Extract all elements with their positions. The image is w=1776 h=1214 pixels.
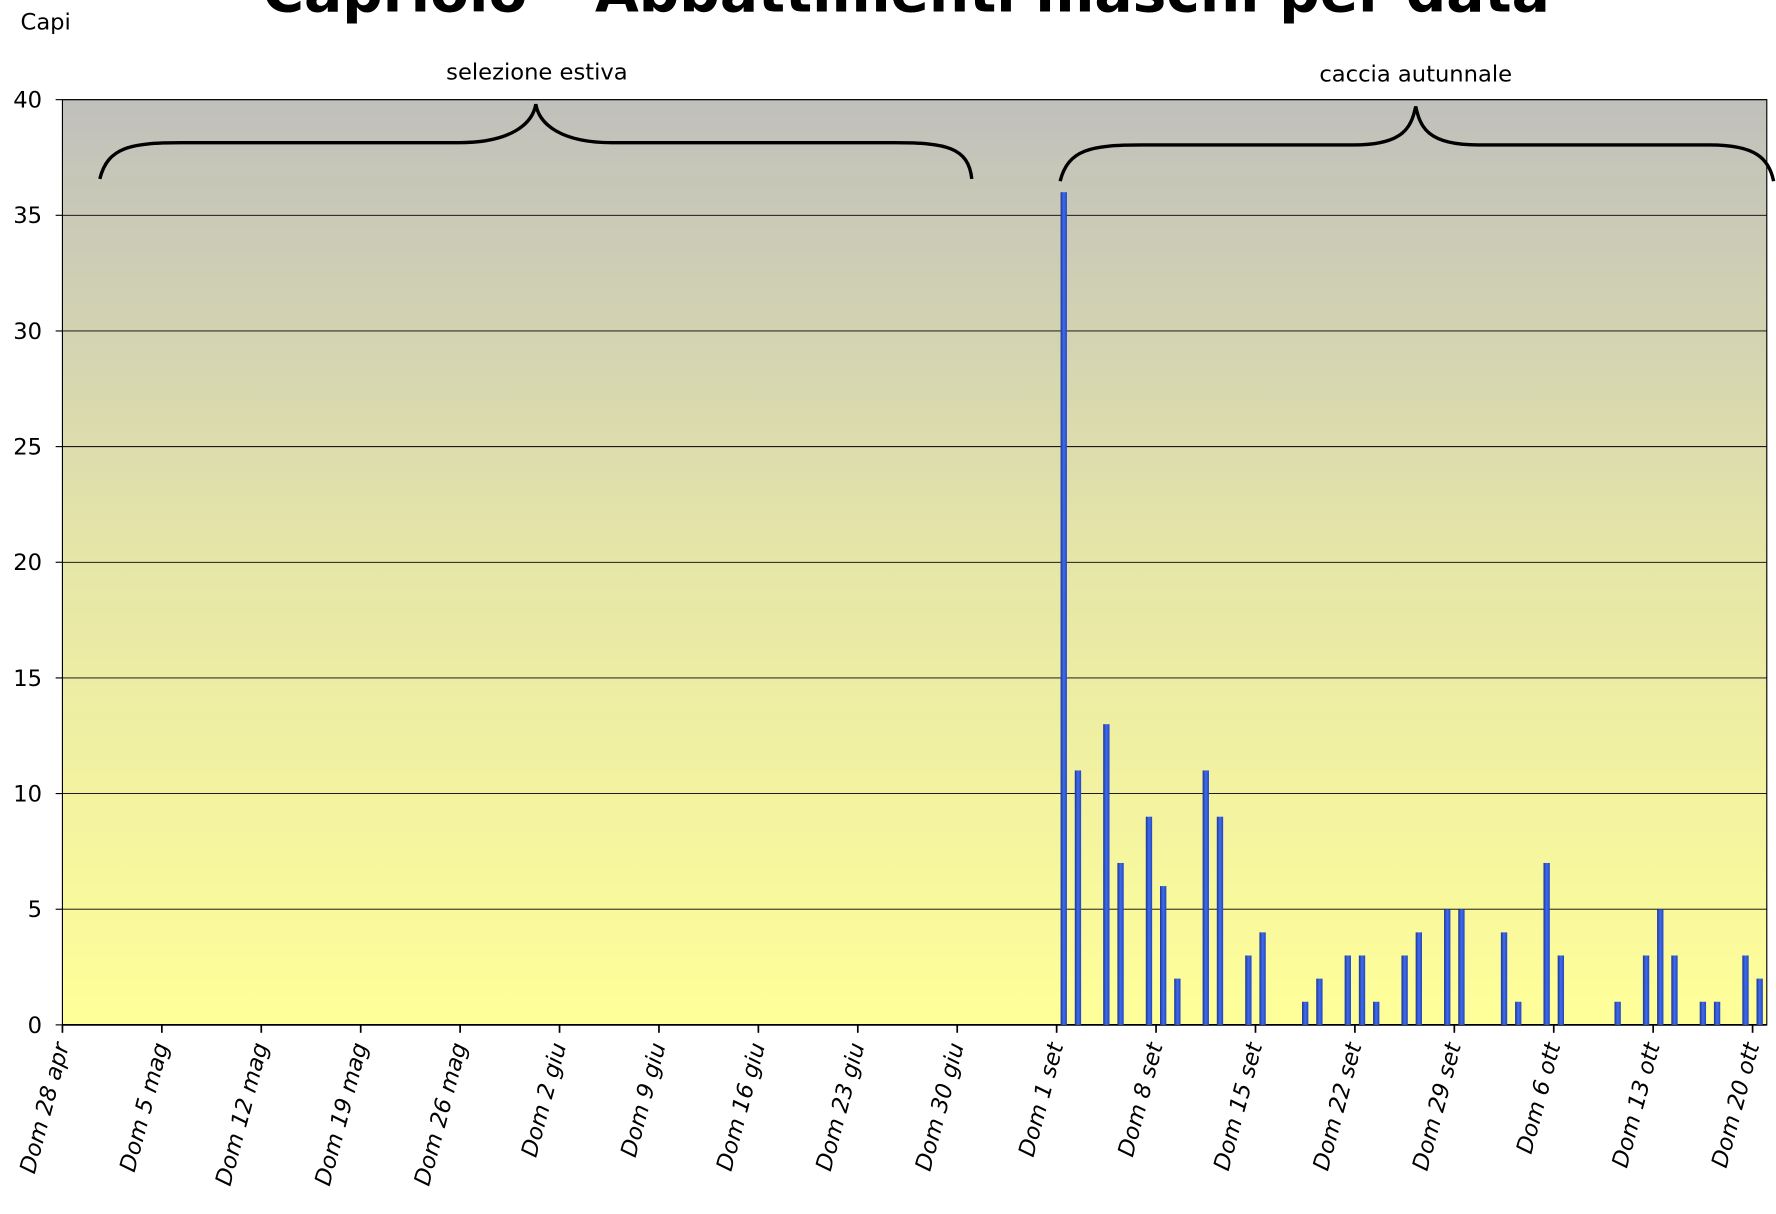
annotation: selezione estiva <box>446 59 628 85</box>
bar <box>1415 932 1422 1025</box>
bar <box>1699 1001 1707 1025</box>
x-tick-label: Dom 26 mag <box>410 1040 473 1188</box>
x-tick-label: Dom 30 giu <box>911 1040 970 1174</box>
x-tick-label: Dom 15 set <box>1209 1039 1268 1173</box>
y-tick-label: 10 <box>13 782 42 808</box>
x-tick-label: Dom 23 giu <box>811 1040 870 1174</box>
x-tick-label: Dom 19 mag <box>310 1040 373 1188</box>
bar <box>1515 1001 1522 1025</box>
y-tick-label: 0 <box>28 1013 42 1039</box>
y-tick-label: 20 <box>13 550 42 576</box>
x-tick-label: Dom 1 set <box>1014 1039 1070 1160</box>
y-tick-label: 15 <box>13 666 42 692</box>
bar <box>1302 1001 1309 1025</box>
bar <box>1458 909 1465 1025</box>
bar <box>1543 862 1550 1025</box>
y-tick-label: 35 <box>13 203 42 229</box>
bar <box>1202 770 1209 1025</box>
bar <box>1117 862 1124 1025</box>
bar <box>1500 932 1508 1025</box>
bar <box>1259 932 1266 1025</box>
bar <box>1358 955 1366 1025</box>
x-tick-label: Dom 28 apr <box>15 1038 75 1176</box>
bar <box>1756 978 1763 1025</box>
bar <box>1159 886 1167 1025</box>
x-tick-label: Dom 6 ott <box>1512 1039 1567 1157</box>
bar <box>1103 724 1110 1025</box>
y-tick-label: 25 <box>13 435 42 461</box>
bar <box>1614 1001 1621 1025</box>
bar <box>1245 955 1252 1025</box>
bar <box>1344 955 1351 1025</box>
x-tick-label: Dom 8 set <box>1113 1039 1169 1160</box>
bar <box>1713 1001 1721 1025</box>
x-tick-label: Dom 13 ott <box>1607 1039 1666 1171</box>
x-tick-label: Dom 29 set <box>1408 1039 1467 1173</box>
brace <box>1058 106 1776 182</box>
bar <box>1742 955 1749 1025</box>
bar <box>1671 955 1678 1025</box>
bar <box>1657 909 1664 1025</box>
annotation: caccia autunnale <box>1319 62 1512 88</box>
bar <box>1373 1001 1380 1025</box>
bar <box>1316 978 1323 1025</box>
x-tick-label: Dom 2 giu <box>517 1040 572 1160</box>
bar <box>1074 770 1082 1025</box>
x-tick-label: Dom 5 mag <box>115 1040 174 1175</box>
x-tick-label: Dom 12 mag <box>211 1040 274 1188</box>
y-axis-label: Capi <box>21 9 71 35</box>
bar <box>1174 978 1181 1025</box>
bar <box>1216 816 1224 1025</box>
x-tick-label: Dom 22 set <box>1308 1039 1367 1173</box>
y-tick-label: 40 <box>13 88 42 114</box>
bar <box>1642 955 1650 1025</box>
bar <box>1401 955 1408 1025</box>
bar <box>1145 816 1153 1025</box>
y-tick-label: 30 <box>13 319 42 345</box>
y-tick-label: 5 <box>28 897 42 923</box>
x-tick-label: Dom 16 giu <box>712 1040 771 1174</box>
bar <box>1557 955 1565 1025</box>
x-tick-label: Dom 9 giu <box>616 1040 671 1160</box>
x-tick-label: Dom 20 ott <box>1707 1039 1766 1171</box>
chart-title: Capriolo – Abbattimenti maschi per data <box>262 0 1549 25</box>
bar <box>1060 192 1067 1025</box>
brace <box>98 103 974 180</box>
bar <box>1444 909 1451 1025</box>
